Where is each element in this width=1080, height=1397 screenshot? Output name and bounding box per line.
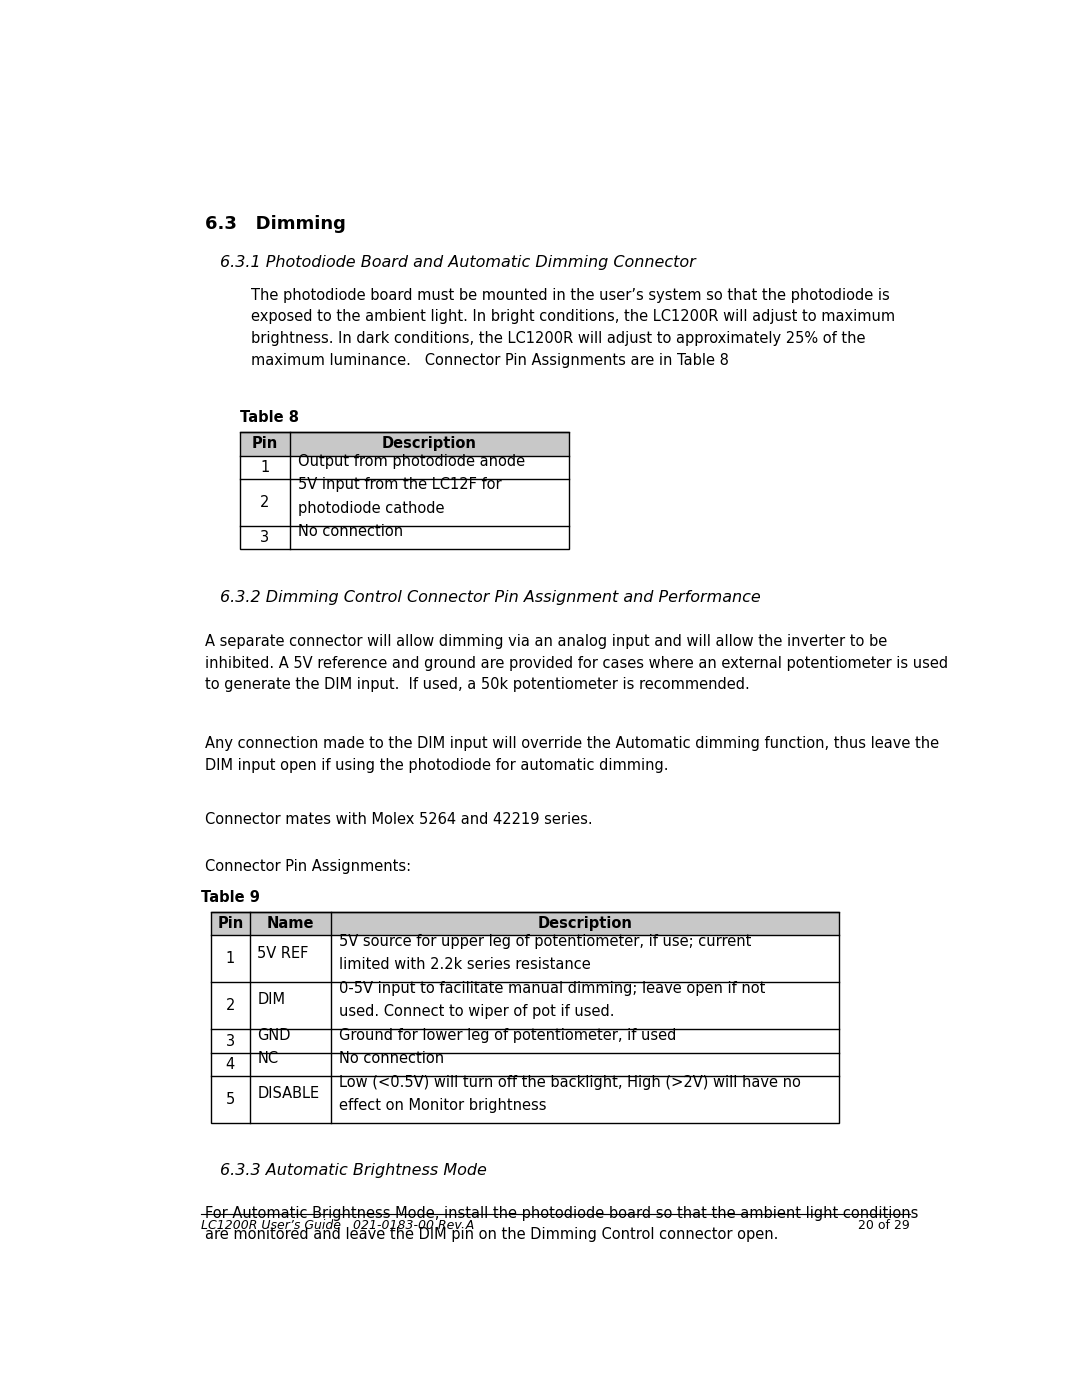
Text: Description: Description (538, 916, 632, 932)
Text: 5: 5 (226, 1092, 235, 1108)
Text: For Automatic Brightness Mode, install the photodiode board so that the ambient : For Automatic Brightness Mode, install t… (205, 1206, 918, 1242)
Text: 5V source for upper leg of potentiometer, if use; current: 5V source for upper leg of potentiometer… (339, 933, 752, 949)
Text: Description: Description (382, 436, 477, 451)
Text: 1: 1 (260, 460, 269, 475)
Text: 6.3   Dimming: 6.3 Dimming (205, 215, 346, 233)
Text: DIM: DIM (257, 992, 285, 1007)
Text: 6.3.2 Dimming Control Connector Pin Assignment and Performance: 6.3.2 Dimming Control Connector Pin Assi… (220, 590, 761, 605)
Text: Table 8: Table 8 (240, 411, 299, 426)
Text: 20 of 29: 20 of 29 (859, 1220, 910, 1232)
Text: A separate connector will allow dimming via an analog input and will allow the i: A separate connector will allow dimming … (205, 634, 948, 693)
Bar (211, 912, 839, 1123)
Text: 6.3.1 Photodiode Board and Automatic Dimming Connector: 6.3.1 Photodiode Board and Automatic Dim… (220, 256, 696, 271)
Text: No connection: No connection (339, 1051, 444, 1066)
Text: 6.3.3 Automatic Brightness Mode: 6.3.3 Automatic Brightness Mode (220, 1164, 487, 1178)
Text: LC1200R User’s Guide   021-0183-00 Rev A: LC1200R User’s Guide 021-0183-00 Rev A (201, 1220, 474, 1232)
Text: photodiode cathode: photodiode cathode (298, 502, 444, 515)
Text: used. Connect to wiper of pot if used.: used. Connect to wiper of pot if used. (339, 1004, 615, 1020)
Text: effect on Monitor brightness: effect on Monitor brightness (339, 1098, 546, 1113)
Text: Pin: Pin (252, 436, 278, 451)
Text: Output from photodiode anode: Output from photodiode anode (298, 454, 525, 469)
Text: NC: NC (257, 1051, 279, 1066)
Text: 1: 1 (226, 951, 235, 967)
Text: 4: 4 (226, 1058, 235, 1071)
Text: GND: GND (257, 1028, 291, 1042)
Text: 0-5V input to facilitate manual dimming; leave open if not: 0-5V input to facilitate manual dimming;… (339, 981, 766, 996)
Text: No connection: No connection (298, 524, 403, 539)
Text: Table 9: Table 9 (201, 890, 260, 905)
Text: Name: Name (267, 916, 314, 932)
Bar (240, 432, 569, 549)
Bar (211, 912, 839, 936)
Text: 2: 2 (260, 495, 270, 510)
Text: Connector Pin Assignments:: Connector Pin Assignments: (205, 859, 410, 875)
Text: Connector mates with Molex 5264 and 42219 series.: Connector mates with Molex 5264 and 4221… (205, 812, 592, 827)
Text: 5V input from the LC12F for: 5V input from the LC12F for (298, 478, 501, 492)
Text: Low (<0.5V) will turn off the backlight, High (>2V) will have no: Low (<0.5V) will turn off the backlight,… (339, 1074, 800, 1090)
Text: 3: 3 (226, 1034, 234, 1049)
Text: limited with 2.2k series resistance: limited with 2.2k series resistance (339, 957, 591, 972)
Text: Pin: Pin (217, 916, 243, 932)
Text: DISABLE: DISABLE (257, 1087, 320, 1101)
Text: Ground for lower leg of potentiometer, if used: Ground for lower leg of potentiometer, i… (339, 1028, 676, 1042)
Text: 2: 2 (226, 999, 235, 1013)
Text: Any connection made to the DIM input will override the Automatic dimming functio: Any connection made to the DIM input wil… (205, 736, 939, 773)
Text: The photodiode board must be mounted in the user’s system so that the photodiode: The photodiode board must be mounted in … (252, 288, 895, 367)
Text: 3: 3 (260, 531, 269, 545)
Text: 5V REF: 5V REF (257, 946, 309, 961)
Bar (240, 432, 569, 455)
